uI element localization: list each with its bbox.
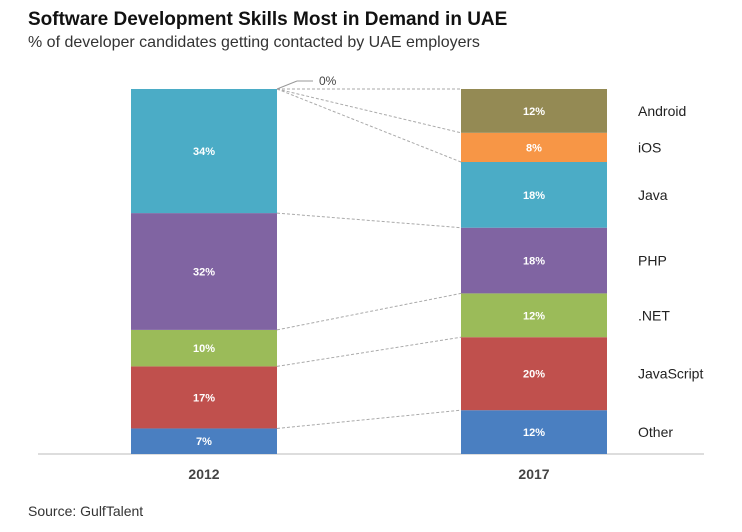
bar-segment-net-2017 [461, 293, 607, 338]
bar-segment-net-2012 [131, 329, 277, 367]
bar-segment-other-2012 [131, 428, 277, 454]
chart-subtitle: % of developer candidates getting contac… [28, 34, 480, 51]
bar-segment-javascript-2012 [131, 366, 277, 429]
data-label-other-2012: 7% [196, 436, 212, 448]
x-tick-label-2017: 2017 [518, 466, 549, 482]
legend-label-other: Other [638, 424, 673, 440]
zero-annotation-label: 0% [319, 74, 337, 88]
legend-label-ios: iOS [638, 139, 661, 155]
data-label-other-2017: 12% [523, 427, 545, 439]
data-label-java-2012: 34% [193, 146, 215, 158]
bar-segment-javascript-2017 [461, 337, 607, 411]
data-label-java-2017: 18% [523, 190, 545, 202]
legend-label-javascript: JavaScript [638, 366, 703, 382]
connector-java [276, 88, 462, 163]
data-label-javascript-2012: 17% [193, 392, 215, 404]
data-label-net-2017: 12% [523, 310, 545, 322]
connector-other [276, 409, 462, 429]
data-label-javascript-2017: 20% [523, 369, 545, 381]
legend-label-android: Android [638, 103, 686, 119]
connector-ios [276, 88, 462, 134]
connector-php [276, 212, 462, 229]
data-label-net-2012: 10% [193, 343, 215, 355]
bar-segment-android-2017 [461, 89, 607, 133]
x-tick-label-2012: 2012 [188, 466, 219, 482]
legend-label-net: .NET [638, 307, 670, 323]
bar-segment-other-2017 [461, 410, 607, 454]
bar-segment-php-2017 [461, 227, 607, 294]
data-label-ios-2017: 8% [526, 142, 542, 154]
legend-label-java: Java [638, 187, 668, 203]
legend-label-php: PHP [638, 253, 667, 269]
chart-title: Software Development Skills Most in Dema… [28, 9, 508, 30]
source-note: Source: GulfTalent [28, 503, 144, 519]
bar-segment-php-2012 [131, 213, 277, 330]
zero-annotation-leader [276, 80, 298, 90]
bar-segment-java-2017 [461, 162, 607, 228]
bar-segment-ios-2017 [461, 132, 607, 162]
bar-segment-java-2012 [131, 89, 277, 214]
data-label-php-2012: 32% [193, 267, 215, 279]
data-label-php-2017: 18% [523, 256, 545, 268]
connector-javascript [276, 336, 462, 367]
connector-net [276, 292, 462, 331]
data-label-android-2017: 12% [523, 106, 545, 118]
